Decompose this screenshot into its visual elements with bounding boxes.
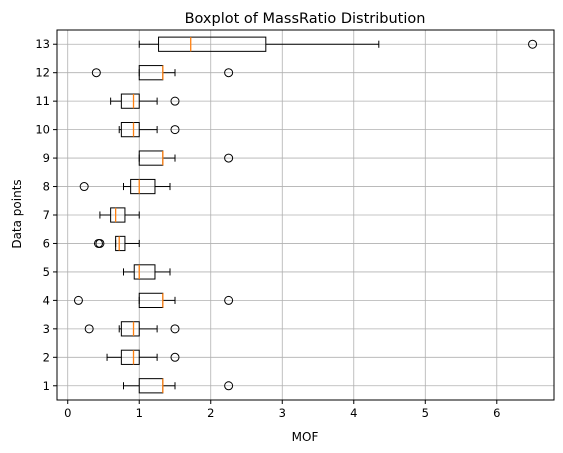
box-group-10 (118, 122, 180, 138)
iqr-box (110, 207, 126, 223)
chart-title: Boxplot of MassRatio Distribution (185, 11, 426, 27)
y-tick-label: 3 (43, 322, 50, 336)
outlier-point (170, 125, 180, 135)
box-group-11 (110, 93, 180, 109)
box-group-9 (138, 150, 234, 166)
box-group-2 (106, 349, 180, 365)
iqr-box (130, 178, 156, 195)
iqr-box (120, 122, 140, 138)
outlier-point (170, 324, 180, 334)
y-tick-label: 11 (35, 94, 50, 108)
iqr-box (120, 321, 140, 337)
outlier-point (170, 96, 180, 106)
y-axis-label: Data points (10, 179, 24, 248)
outlier-point (84, 324, 94, 334)
outlier-point (95, 238, 105, 248)
box-group-6 (93, 235, 140, 252)
box-group-12 (91, 65, 234, 81)
box-group-8 (79, 178, 171, 195)
y-tick-label: 6 (43, 236, 50, 250)
y-tick-label: 5 (43, 265, 50, 279)
iqr-box (120, 93, 140, 109)
iqr-box (115, 235, 126, 252)
y-tick-label: 10 (35, 123, 50, 137)
y-tick-label: 13 (35, 37, 50, 51)
x-tick-label: 2 (207, 406, 214, 420)
outlier-point (73, 295, 83, 305)
outlier-point (170, 352, 180, 362)
box-group-4 (73, 292, 234, 308)
outlier-point (91, 68, 101, 78)
box-group-5 (123, 264, 171, 280)
y-tick-label: 8 (43, 180, 50, 194)
outlier-point (79, 182, 89, 192)
box-group-13 (138, 36, 538, 52)
y-tick-label: 2 (43, 350, 50, 364)
outlier-point (224, 153, 234, 163)
iqr-box (133, 264, 156, 280)
x-tick-label: 6 (493, 406, 500, 420)
boxes (73, 36, 538, 394)
y-tick-label: 12 (35, 66, 50, 80)
x-tick-label: 5 (422, 406, 429, 420)
x-tick-label: 3 (279, 406, 286, 420)
outlier-point (528, 39, 538, 49)
iqr-box (120, 349, 140, 365)
box-group-7 (99, 207, 140, 223)
outlier-point (224, 295, 234, 305)
y-tick-label: 1 (43, 379, 50, 393)
x-axis-label: MOF (292, 430, 319, 444)
x-tick-label: 1 (136, 406, 143, 420)
outlier-point (224, 381, 234, 391)
outlier-point (224, 68, 234, 78)
box-group-1 (123, 378, 234, 394)
iqr-box (158, 36, 267, 52)
y-tick-label: 7 (43, 208, 50, 222)
box-group-3 (84, 321, 180, 337)
x-tick-label: 4 (350, 406, 357, 420)
x-tick-label: 0 (64, 406, 71, 420)
y-tick-label: 4 (43, 293, 50, 307)
y-tick-label: 9 (43, 151, 50, 165)
